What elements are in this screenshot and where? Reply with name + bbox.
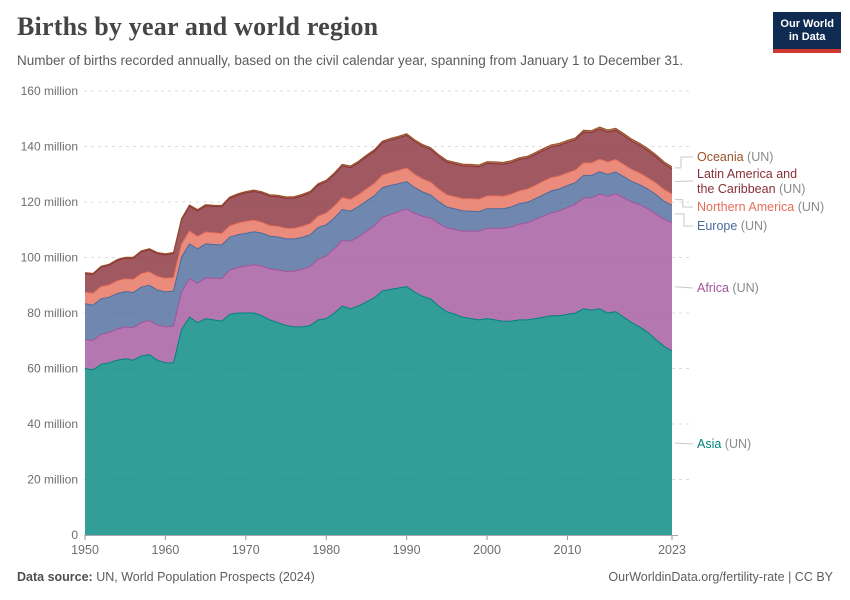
owid-url-link[interactable]: OurWorldinData.org/fertility-rate | CC B… <box>608 570 833 584</box>
y-tick-label-40: 40 million <box>27 417 78 431</box>
y-axis: 0 20 million 40 million 60 million 80 millio… <box>21 84 79 542</box>
legend-item-latin_america[interactable]: the Caribbean (UN) <box>697 182 805 196</box>
legend-item-latin_america[interactable]: Latin America and <box>697 167 797 181</box>
legend-item-asia[interactable]: Asia (UN) <box>697 437 751 451</box>
area-top-edge-africa <box>84 193 673 342</box>
x-tick-label-1980: 1980 <box>312 543 340 557</box>
x-tick-label-2000: 2000 <box>473 543 501 557</box>
owid-logo-line1: Our World <box>780 18 834 30</box>
x-tick-label-1950: 1950 <box>71 543 99 557</box>
area-top-edge-northern_america <box>84 158 673 294</box>
area-top-edge-latin_america <box>84 128 673 275</box>
legend-item-oceania[interactable]: Oceania (UN) <box>697 150 773 164</box>
legend-item-africa[interactable]: Africa (UN) <box>697 281 759 295</box>
y-tick-label-140: 140 million <box>21 140 78 154</box>
owid-logo-line2: in Data <box>788 31 826 43</box>
x-tick-label-1960: 1960 <box>152 543 180 557</box>
y-tick-label-20: 20 million <box>27 473 78 487</box>
chart-footer: Data source: UN, World Population Prospe… <box>17 570 833 584</box>
area-top-edge-europe <box>84 171 673 306</box>
legend-pointer-africa <box>674 286 694 289</box>
chart-subtitle: Number of births recorded annually, base… <box>17 53 684 68</box>
owid-logo: Our World in Data <box>773 12 841 53</box>
area-latin_america[interactable] <box>85 129 672 294</box>
x-axis: 1950 1960 1970 1980 1990 2000 2010 2023 <box>71 535 686 557</box>
area-asia[interactable] <box>85 286 672 535</box>
page-title: Births by year and world region <box>17 12 379 41</box>
area-africa[interactable] <box>85 193 672 370</box>
legend-pointer-northern_america <box>675 199 693 208</box>
y-tick-label-120: 120 million <box>21 195 78 209</box>
legend-pointer-asia <box>674 442 694 445</box>
area-top-edge-oceania <box>84 126 673 274</box>
area-strokes <box>84 126 673 371</box>
x-tick-label-2010: 2010 <box>554 543 582 557</box>
data-source-label: Data source: <box>17 570 93 584</box>
data-source-text: UN, World Population Prospects (2024) <box>92 570 315 584</box>
area-fills <box>85 127 672 535</box>
x-tick-label-2023: 2023 <box>658 543 686 557</box>
y-tick-label-100: 100 million <box>21 251 78 265</box>
legend-item-europe[interactable]: Europe (UN) <box>697 219 767 233</box>
x-tick-label-1990: 1990 <box>393 543 421 557</box>
y-tick-label-160: 160 million <box>21 84 78 98</box>
legend-pointer-latin_america <box>674 180 694 182</box>
area-top-edge-asia <box>84 286 673 371</box>
legend-pointer-europe <box>675 213 693 227</box>
legend-pointer-oceania <box>675 156 693 169</box>
area-northern_america[interactable] <box>85 159 672 306</box>
y-tick-label-0: 0 <box>71 528 78 542</box>
x-tick-label-1970: 1970 <box>232 543 260 557</box>
area-europe[interactable] <box>85 171 672 341</box>
legend-item-northern_america[interactable]: Northern America (UN) <box>697 200 824 214</box>
y-tick-label-60: 60 million <box>27 362 78 376</box>
data-source: Data source: UN, World Population Prospe… <box>17 570 315 584</box>
y-tick-label-80: 80 million <box>27 306 78 320</box>
